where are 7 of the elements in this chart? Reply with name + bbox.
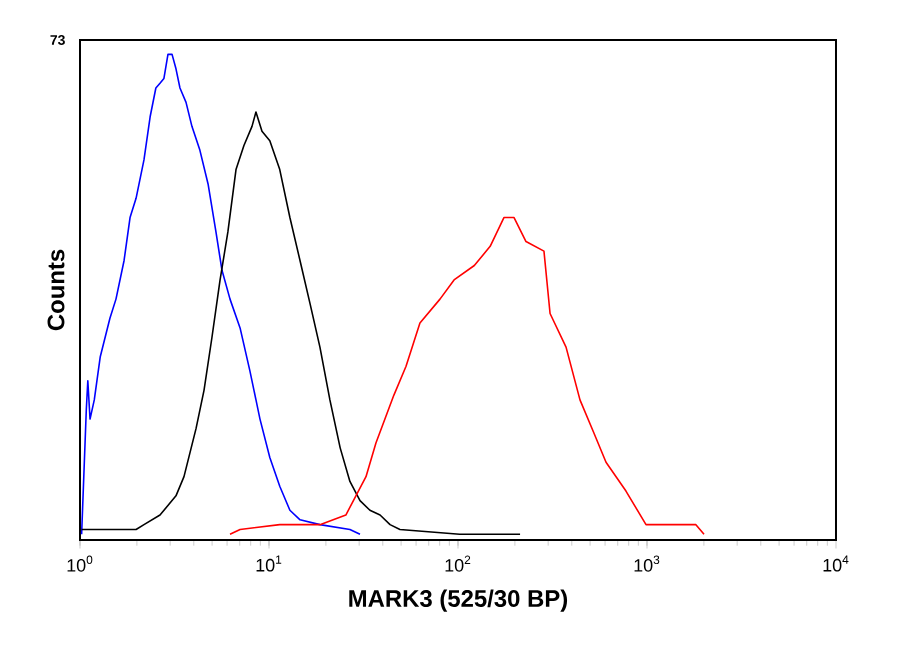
x-tick-label: 10$^{0}$	[67, 555, 93, 572]
x-tick-label: 10$^{1}$	[256, 555, 282, 572]
x-tick-label: 10$^{2}$	[445, 555, 471, 572]
y-axis-title: Counts	[47, 249, 65, 331]
x-axis-title: MARK3 (525/30 BP)	[349, 589, 568, 612]
x-tick-label: 10$^{4}$	[823, 555, 849, 572]
x-tick-label: 10$^{3}$	[634, 555, 660, 572]
